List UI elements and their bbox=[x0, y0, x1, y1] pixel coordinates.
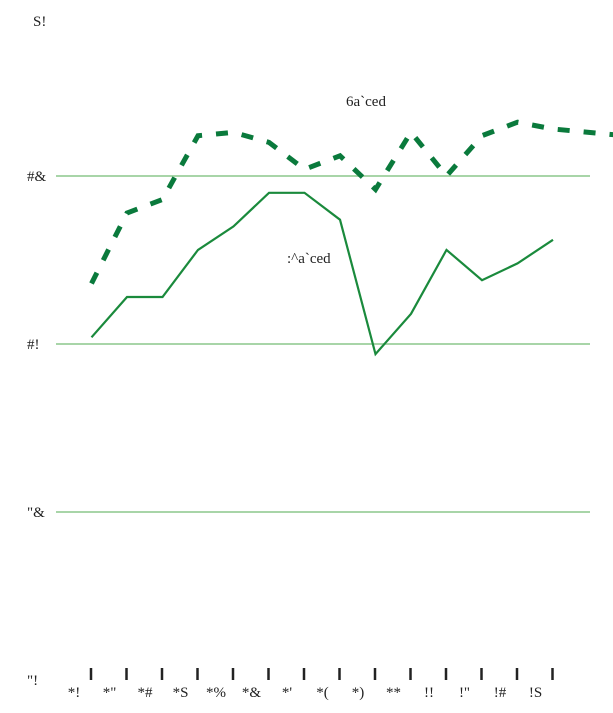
y-tick-label: "& bbox=[27, 505, 45, 521]
series-label-solid: :^a`ced bbox=[287, 251, 331, 267]
x-tick-label: *) bbox=[352, 685, 365, 701]
x-tick-label: !" bbox=[459, 685, 470, 701]
x-tick-label: !S bbox=[529, 685, 542, 701]
x-tick-label: *# bbox=[138, 685, 154, 701]
series-line-solid bbox=[90, 191, 554, 357]
y-tick-label: "! bbox=[27, 673, 38, 689]
series-label-dashed: 6a`ced bbox=[346, 94, 386, 110]
x-tick-label: *! bbox=[68, 685, 81, 701]
series-line-dashed bbox=[89, 119, 613, 285]
x-tick-label: *( bbox=[316, 685, 329, 701]
y-tick-label: #& bbox=[27, 169, 47, 185]
y-tick-label: #! bbox=[27, 337, 40, 353]
x-tick-label: *& bbox=[242, 685, 262, 701]
x-tick-label: *" bbox=[103, 685, 117, 701]
x-tick-label: *S bbox=[173, 685, 189, 701]
y-axis-top-label: S! bbox=[33, 14, 46, 30]
x-tick-label: *% bbox=[206, 685, 226, 701]
x-tick-label: ** bbox=[386, 685, 401, 701]
x-tick-label: !# bbox=[494, 685, 507, 701]
x-tick-label: *' bbox=[282, 685, 293, 701]
x-tick-label: !! bbox=[424, 685, 434, 701]
